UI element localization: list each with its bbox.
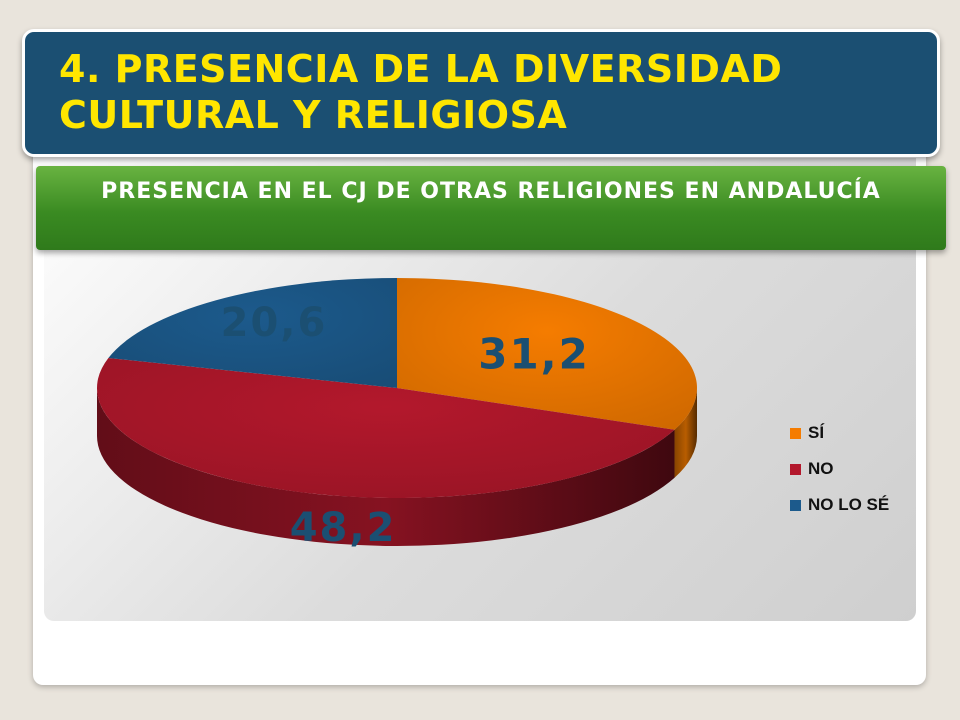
- legend: SÍ NO NO LO SÉ: [790, 415, 889, 523]
- pie-side-1: [97, 388, 675, 546]
- legend-swatch-no: [790, 463, 801, 475]
- legend-swatch-no-lo-se: [790, 499, 801, 511]
- legend-label-si: SÍ: [808, 423, 825, 442]
- slide-title: 4. PRESENCIA DE LA DIVERSIDAD CULTURAL Y…: [59, 47, 783, 137]
- legend-item: NO: [790, 451, 889, 487]
- pie-slice-1: [97, 357, 675, 498]
- legend-label-no-lo-se: NO LO SÉ: [808, 495, 890, 514]
- title-banner: 4. PRESENCIA DE LA DIVERSIDAD CULTURAL Y…: [22, 29, 940, 157]
- legend-swatch-si: [790, 427, 801, 439]
- pie-slice-2: [108, 278, 398, 388]
- pie-side-0: [674, 388, 697, 478]
- chart-title: PRESENCIA EN EL CJ DE OTRAS RELIGIONES E…: [101, 179, 881, 204]
- legend-label-no: NO: [808, 459, 834, 478]
- pie-slice-0: [397, 278, 697, 430]
- data-label-1: 48,2: [290, 505, 397, 551]
- data-label-2: 20,6: [221, 300, 328, 346]
- legend-item: NO LO SÉ: [790, 487, 889, 523]
- chart-title-banner: PRESENCIA EN EL CJ DE OTRAS RELIGIONES E…: [36, 166, 946, 250]
- legend-item: SÍ: [790, 415, 889, 451]
- data-label-0: 31,2: [478, 329, 590, 378]
